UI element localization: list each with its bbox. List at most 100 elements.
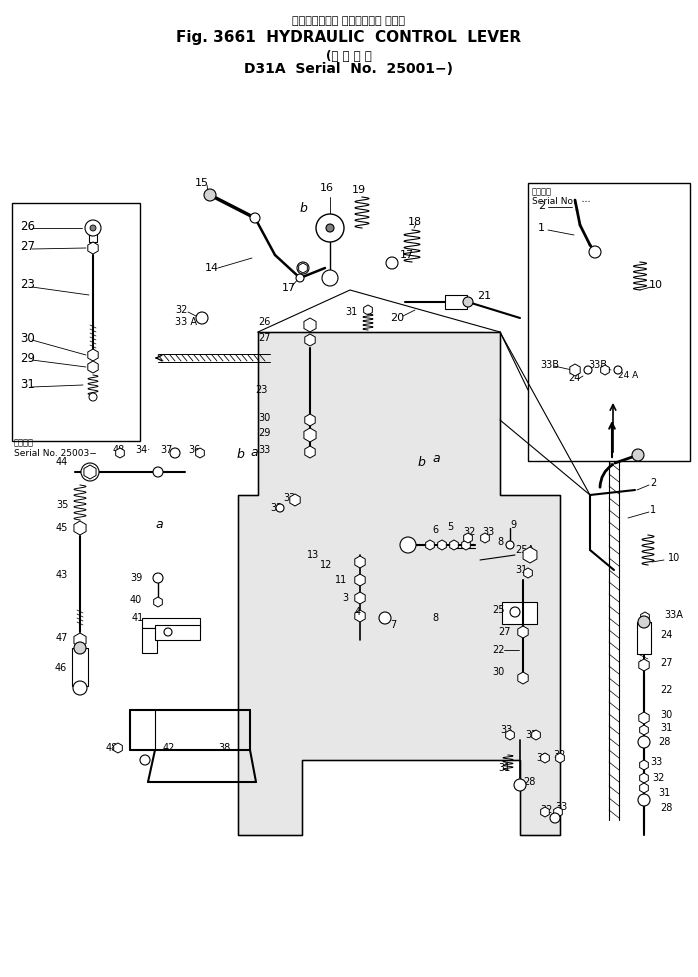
Bar xyxy=(89,228,97,242)
Polygon shape xyxy=(463,533,473,543)
Text: 14: 14 xyxy=(205,263,219,273)
Text: 33: 33 xyxy=(482,527,494,537)
Polygon shape xyxy=(639,725,648,735)
Polygon shape xyxy=(639,760,648,770)
Polygon shape xyxy=(154,597,163,607)
Polygon shape xyxy=(88,242,98,254)
Polygon shape xyxy=(305,334,315,346)
Text: 28: 28 xyxy=(658,737,670,747)
Polygon shape xyxy=(305,446,315,458)
Text: 33: 33 xyxy=(555,802,567,812)
Text: 10: 10 xyxy=(649,280,663,290)
Polygon shape xyxy=(639,773,648,783)
Text: 8: 8 xyxy=(432,613,438,623)
Polygon shape xyxy=(481,533,489,543)
Circle shape xyxy=(322,270,338,286)
Text: 7: 7 xyxy=(390,620,396,630)
Text: 24 A: 24 A xyxy=(618,370,638,379)
Polygon shape xyxy=(523,547,537,563)
Text: 33: 33 xyxy=(258,445,270,455)
Text: 12: 12 xyxy=(320,560,332,570)
Text: 18: 18 xyxy=(408,217,422,227)
Text: 43: 43 xyxy=(56,570,68,580)
Text: a: a xyxy=(432,451,440,464)
Circle shape xyxy=(153,573,163,583)
Polygon shape xyxy=(639,659,649,671)
Text: 2: 2 xyxy=(538,201,545,211)
Polygon shape xyxy=(532,730,540,740)
Text: 1: 1 xyxy=(538,223,545,233)
Text: 45: 45 xyxy=(56,523,68,533)
Text: 34·: 34· xyxy=(135,445,150,455)
Polygon shape xyxy=(195,448,205,458)
Text: 26: 26 xyxy=(258,317,270,327)
Text: 32: 32 xyxy=(270,503,283,513)
Text: 22: 22 xyxy=(660,685,672,695)
Circle shape xyxy=(614,366,622,374)
Text: 29: 29 xyxy=(258,428,270,438)
Polygon shape xyxy=(290,494,300,506)
Text: 30: 30 xyxy=(20,331,35,345)
Text: 16: 16 xyxy=(320,183,334,193)
Polygon shape xyxy=(355,592,365,604)
Text: 31: 31 xyxy=(515,565,527,575)
Text: 31: 31 xyxy=(345,307,357,317)
Text: 42: 42 xyxy=(163,743,175,753)
Text: Serial No. 25003−: Serial No. 25003− xyxy=(14,448,97,457)
Text: 26: 26 xyxy=(20,220,35,233)
Text: ハイドロリック コントロール レバー: ハイドロリック コントロール レバー xyxy=(292,16,406,26)
Text: 17: 17 xyxy=(400,250,414,260)
Polygon shape xyxy=(639,712,649,724)
Text: b: b xyxy=(300,201,308,215)
Text: b: b xyxy=(418,455,426,469)
Bar xyxy=(637,622,651,654)
Circle shape xyxy=(584,366,592,374)
Text: 25A: 25A xyxy=(515,545,534,555)
Polygon shape xyxy=(426,540,434,550)
Text: 27: 27 xyxy=(498,627,510,637)
Polygon shape xyxy=(88,349,98,361)
Text: 48: 48 xyxy=(113,445,125,455)
Text: 33: 33 xyxy=(650,757,662,767)
Circle shape xyxy=(638,616,650,628)
Text: a: a xyxy=(155,519,163,531)
Polygon shape xyxy=(438,540,446,550)
Bar xyxy=(72,648,88,686)
Text: 44: 44 xyxy=(56,457,68,467)
Text: 32: 32 xyxy=(553,750,565,760)
Text: b: b xyxy=(237,448,245,461)
Text: Serial No.  ⋯: Serial No. ⋯ xyxy=(532,197,591,206)
Polygon shape xyxy=(355,574,365,586)
Bar xyxy=(142,618,200,628)
Polygon shape xyxy=(304,428,316,442)
Circle shape xyxy=(170,448,180,458)
Text: 28: 28 xyxy=(523,777,535,787)
Polygon shape xyxy=(116,448,124,458)
Text: 30: 30 xyxy=(258,413,270,423)
Text: 36: 36 xyxy=(188,445,200,455)
Polygon shape xyxy=(74,633,86,647)
Text: 20: 20 xyxy=(390,313,404,323)
Text: 8: 8 xyxy=(497,537,503,547)
Circle shape xyxy=(164,628,172,636)
Text: 19: 19 xyxy=(352,185,366,195)
Polygon shape xyxy=(541,807,549,817)
Circle shape xyxy=(316,214,344,242)
Bar xyxy=(502,602,537,624)
Text: 13: 13 xyxy=(307,550,319,560)
Circle shape xyxy=(638,794,650,806)
Text: 1: 1 xyxy=(650,505,656,515)
Text: 33: 33 xyxy=(283,493,295,503)
Polygon shape xyxy=(364,305,372,315)
Text: 9: 9 xyxy=(510,520,516,530)
Circle shape xyxy=(81,463,99,481)
Text: 4: 4 xyxy=(355,607,361,617)
Circle shape xyxy=(296,274,304,282)
Polygon shape xyxy=(450,540,459,550)
Text: 27: 27 xyxy=(258,333,271,343)
Circle shape xyxy=(463,297,473,307)
Text: 2: 2 xyxy=(650,478,656,488)
Bar xyxy=(12,203,140,441)
Text: 37: 37 xyxy=(160,445,172,455)
Bar xyxy=(142,628,157,653)
